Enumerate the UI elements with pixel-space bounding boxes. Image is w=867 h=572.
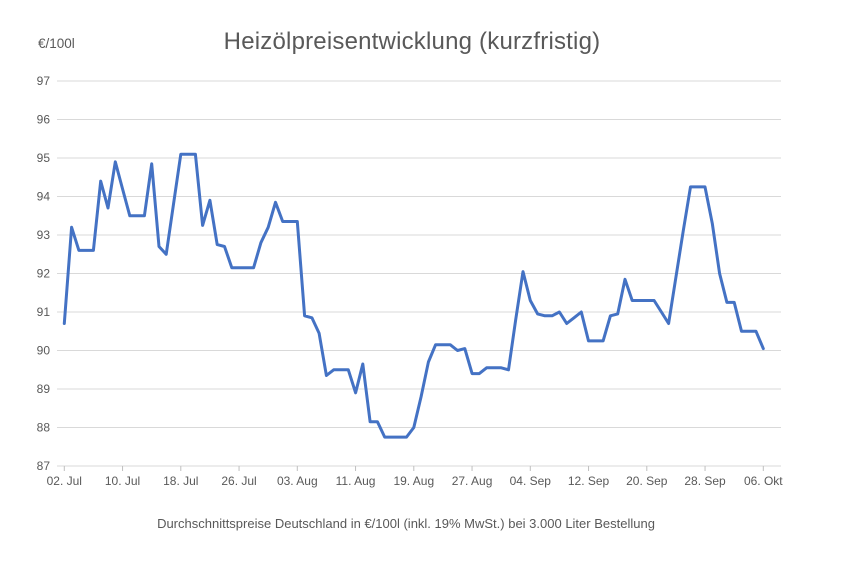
x-tick-label: 18. Jul (163, 474, 198, 488)
y-tick-label: 90 (37, 344, 51, 358)
y-tick-label: 95 (37, 151, 51, 165)
x-tick-label: 04. Sep (510, 474, 552, 488)
x-tick-label: 28. Sep (684, 474, 726, 488)
x-axis-labels: 02. Jul 10. Jul 18. Jul 26. Jul 03. Aug 11. A… (47, 474, 784, 488)
x-tick-label: 20. Sep (626, 474, 668, 488)
y-tick-label: 88 (37, 421, 51, 435)
y-axis-unit-label: €/100l (38, 36, 75, 51)
chart-title: Heizölpreisentwicklung (kurzfristig) (223, 28, 601, 55)
x-tick-label: 27. Aug (452, 474, 493, 488)
y-tick-label: 94 (37, 190, 51, 204)
x-axis-ticks (63, 466, 764, 471)
x-tick-label: 12. Sep (568, 474, 610, 488)
x-tick-label: 03. Aug (277, 474, 318, 488)
x-tick-label: 10. Jul (105, 474, 140, 488)
y-axis-labels: 97 96 95 94 93 92 91 90 89 88 87 (37, 74, 51, 473)
x-tick-label: 19. Aug (393, 474, 434, 488)
x-tick-label: 26. Jul (221, 474, 256, 488)
y-tick-label: 89 (37, 382, 51, 396)
y-tick-label: 91 (37, 305, 51, 319)
y-tick-label: 87 (37, 459, 51, 473)
x-tick-label: 06. Okt (744, 474, 783, 488)
x-tick-label: 11. Aug (336, 474, 376, 488)
chart-caption: Durchschnittspreise Deutschland in €/100… (157, 516, 655, 531)
y-tick-label: 97 (37, 74, 51, 88)
y-tick-label: 96 (37, 113, 51, 127)
y-tick-label: 92 (37, 267, 51, 281)
price-series-line (62, 152, 765, 439)
x-tick-label: 02. Jul (47, 474, 82, 488)
y-tick-label: 93 (37, 228, 51, 242)
